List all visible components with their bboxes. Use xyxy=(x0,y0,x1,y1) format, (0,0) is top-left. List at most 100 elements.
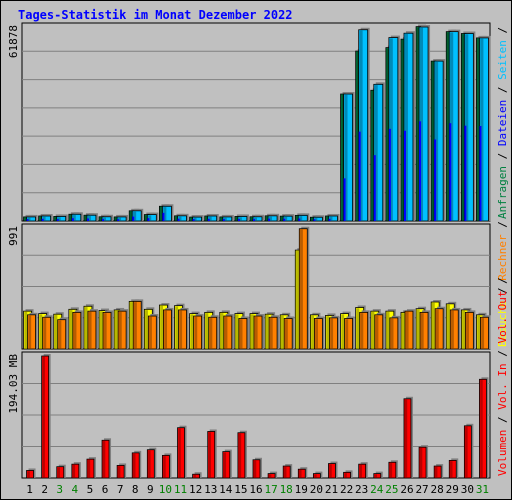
bar-seiten-20 xyxy=(312,215,325,222)
bar-dateien-27 xyxy=(419,121,422,221)
bar-volumen-24 xyxy=(373,471,383,479)
bar-rechner-23 xyxy=(359,310,370,350)
bar-dateien-11 xyxy=(177,218,180,221)
bar-volumen-3 xyxy=(56,464,66,479)
legend-separator: / xyxy=(496,350,509,363)
legend: Besuche / Rechner / xyxy=(496,221,509,347)
bar-seiten-21 xyxy=(328,213,340,222)
x-tick-label-29: 29 xyxy=(446,483,459,496)
legend-item: Seiten xyxy=(496,40,509,86)
x-tick-label-2: 2 xyxy=(41,483,48,496)
x-tick-label-6: 6 xyxy=(102,483,109,496)
x-tick-label-21: 21 xyxy=(325,483,338,496)
bar-rechner-10 xyxy=(163,307,174,350)
bar-rechner-15 xyxy=(238,316,249,350)
bar-volumen-14 xyxy=(222,449,232,479)
bar-seiten-23 xyxy=(358,27,370,222)
bar-dateien-17 xyxy=(268,218,271,221)
x-tick-label-9: 9 xyxy=(147,483,154,496)
bar-rechner-5 xyxy=(87,309,98,350)
legend: Volumen / Vol. In / Vol. Out / xyxy=(496,277,509,476)
bar-rechner-26 xyxy=(404,309,415,350)
x-tick-label-13: 13 xyxy=(204,483,217,496)
chart-panel-2: 991 Besuche / Rechner / xyxy=(7,221,509,350)
bar-dateien-4 xyxy=(71,218,74,221)
bar-dateien-6 xyxy=(102,219,105,221)
x-tick-label-22: 22 xyxy=(340,483,353,496)
bar-seiten-4 xyxy=(71,212,83,222)
bar-dateien-20 xyxy=(313,219,316,221)
bar-rechner-31 xyxy=(480,315,491,350)
bar-dateien-5 xyxy=(86,218,89,221)
x-tick-label-3: 3 xyxy=(56,483,63,496)
legend-item: Rechner xyxy=(496,234,509,287)
bar-volumen-17 xyxy=(267,471,278,479)
bar-rechner-7 xyxy=(117,309,129,350)
legend-separator: / xyxy=(496,221,509,234)
bar-dateien-25 xyxy=(388,128,391,221)
bar-dateien-15 xyxy=(237,218,240,221)
bar-volumen-11 xyxy=(177,425,187,479)
bar-volumen-29 xyxy=(448,458,459,479)
chart-panel-3: 194.03 MB Volumen / Vol. In / Vol. Out / xyxy=(7,277,509,479)
bar-seiten-15 xyxy=(237,214,249,222)
bar-dateien-12 xyxy=(192,219,195,221)
bar-seiten-12 xyxy=(192,215,204,222)
bar-seiten-22 xyxy=(343,92,355,222)
x-tick-label-15: 15 xyxy=(234,483,247,496)
bar-seiten-3 xyxy=(56,214,68,222)
bar-seiten-17 xyxy=(267,213,280,222)
x-tick-label-8: 8 xyxy=(132,483,139,496)
legend: Anfragen / Dateien / Seiten / xyxy=(496,27,509,219)
bar-volumen-16 xyxy=(252,457,262,479)
bar-seiten-16 xyxy=(252,214,264,222)
bar-rechner-28 xyxy=(434,306,446,350)
bar-rechner-9 xyxy=(147,314,159,350)
bar-rechner-2 xyxy=(42,315,53,350)
bar-rechner-17 xyxy=(268,315,280,350)
bar-seiten-18 xyxy=(282,214,295,222)
bar-volumen-12 xyxy=(192,472,202,479)
bar-volumen-18 xyxy=(282,464,293,479)
x-tick-label-10: 10 xyxy=(159,483,172,496)
bar-dateien-14 xyxy=(222,219,225,221)
legend-separator: / xyxy=(496,416,509,429)
bar-seiten-26 xyxy=(403,31,415,222)
legend-separator: / xyxy=(496,287,509,300)
bar-dateien-18 xyxy=(283,218,286,221)
x-tick-label-20: 20 xyxy=(310,483,323,496)
bar-rechner-20 xyxy=(313,316,325,350)
legend-item: Vol. In xyxy=(496,363,509,416)
bar-volumen-15 xyxy=(237,430,247,479)
x-tick-label-19: 19 xyxy=(295,483,308,496)
bar-volumen-28 xyxy=(433,464,444,479)
y-axis-max-label: 194.03 MB xyxy=(7,354,20,414)
chart-panel-1: 61878 Anfragen / Dateien / Seiten / xyxy=(7,22,509,222)
legend-separator: / xyxy=(496,27,509,40)
legend-item: Vol. Out xyxy=(496,291,509,351)
bar-dateien-24 xyxy=(373,155,376,221)
bar-dateien-22 xyxy=(343,178,346,221)
bar-seiten-8 xyxy=(131,208,144,222)
bar-rechner-24 xyxy=(374,312,385,350)
bar-rechner-21 xyxy=(329,315,340,350)
bar-dateien-26 xyxy=(403,130,406,221)
bar-rechner-12 xyxy=(193,314,204,350)
bar-volumen-13 xyxy=(207,429,217,479)
bar-rechner-6 xyxy=(102,310,114,350)
bar-volumen-7 xyxy=(116,463,127,479)
bar-rechner-22 xyxy=(344,316,355,350)
bar-dateien-19 xyxy=(298,218,301,221)
bar-dateien-23 xyxy=(358,131,361,221)
bar-rechner-30 xyxy=(464,310,476,350)
legend-item: Anfragen xyxy=(496,166,509,219)
bar-seiten-5 xyxy=(86,213,98,222)
bar-volumen-2 xyxy=(41,354,51,479)
bar-dateien-16 xyxy=(253,219,255,221)
bar-dateien-13 xyxy=(207,218,210,221)
bar-volumen-1 xyxy=(26,468,36,479)
x-tick-label-7: 7 xyxy=(117,483,124,496)
bar-seiten-13 xyxy=(207,213,219,222)
bar-volumen-19 xyxy=(297,467,308,479)
bar-dateien-28 xyxy=(434,139,437,221)
